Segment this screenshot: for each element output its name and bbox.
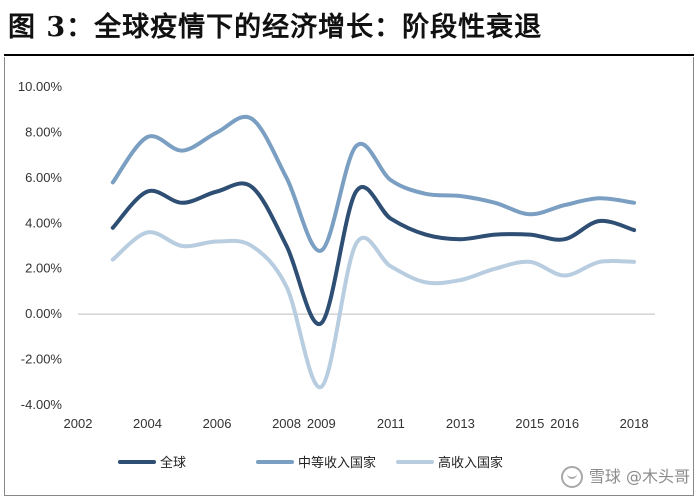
chart-frame (4, 57, 694, 496)
x-tick-label: 2011 (377, 416, 405, 431)
y-tick-label: 4.00% (25, 215, 62, 230)
y-tick-label: 8.00% (25, 124, 62, 139)
x-tick-label: 2016 (550, 416, 579, 431)
y-tick-label: -2.00% (21, 352, 63, 367)
x-tick-label: 2008 (272, 416, 301, 431)
x-tick-label: 2006 (203, 416, 232, 431)
legend-label-2: 高收入国家 (438, 455, 503, 470)
y-tick-label: 0.00% (25, 306, 62, 321)
watermark: 雪球 @木头哥 (560, 463, 690, 488)
y-tick-label: 6.00% (25, 170, 62, 185)
legend-label-1: 中等收入国家 (298, 455, 376, 470)
snowball-logo-icon (560, 466, 583, 488)
legend-label-0: 全球 (160, 455, 186, 470)
watermark-text: 雪球 @木头哥 (588, 466, 690, 486)
x-tick-label: 2009 (307, 416, 336, 431)
y-tick-label: 2.00% (25, 261, 62, 276)
title-rule (4, 54, 694, 56)
series-line-1 (110, 114, 637, 253)
x-tick-label: 2018 (620, 416, 649, 431)
x-tick-label: 2013 (446, 416, 475, 431)
series-line-2 (110, 230, 637, 389)
y-tick-label: 10.00% (18, 79, 63, 94)
y-tick-label: -4.00% (21, 397, 63, 412)
x-tick-label: 2015 (515, 416, 544, 431)
series-line-0 (110, 181, 637, 326)
x-tick-label: 2004 (133, 416, 162, 431)
x-tick-label: 2002 (64, 416, 93, 431)
figure-title: 图 3：全球疫情下的经济增长：阶段性衰退 (8, 12, 543, 43)
